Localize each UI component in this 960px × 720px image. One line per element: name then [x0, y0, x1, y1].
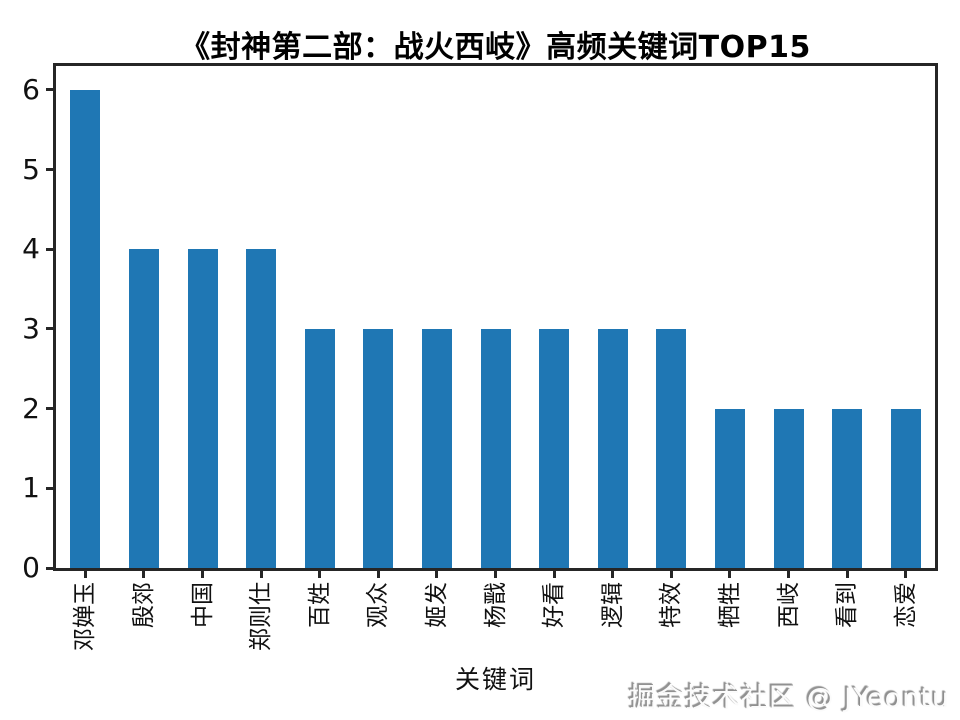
watermark: 掘金技术社区 @ JYeontu [629, 683, 950, 714]
x-tick [494, 568, 497, 578]
bar-百姓 [304, 328, 335, 568]
x-tick-label: 郑则仕 [248, 582, 275, 651]
x-tick-label: 看到 [834, 582, 861, 628]
bar-姬发 [421, 328, 452, 568]
y-tick-label: 0 [22, 551, 40, 584]
x-tick [904, 568, 908, 578]
x-tick [318, 568, 322, 578]
x-tick [435, 568, 439, 578]
x-tick [376, 568, 380, 578]
y-tick [46, 486, 56, 490]
bar-看到 [832, 408, 863, 568]
y-tick-label: 3 [22, 311, 40, 345]
x-tick-label: 杨戬 [482, 582, 509, 628]
bar-杨戬 [480, 328, 511, 568]
x-tick [845, 568, 849, 578]
x-tick [669, 568, 673, 578]
x-tick-label: 恋爱 [892, 582, 919, 628]
x-tick-label: 殷郊 [130, 582, 157, 628]
bar-特效 [656, 328, 687, 568]
y-tick [46, 88, 56, 92]
bar-邓婵玉 [70, 89, 101, 568]
y-tick-label: 5 [22, 152, 40, 186]
bar-观众 [363, 328, 394, 568]
x-tick-label: 百姓 [306, 582, 333, 628]
y-tick-label: 6 [22, 72, 40, 106]
bar-逻辑 [597, 328, 628, 568]
y-tick [46, 327, 56, 331]
y-tick [46, 566, 56, 570]
y-tick-label: 2 [22, 391, 40, 425]
x-tick-label: 逻辑 [599, 582, 626, 628]
x-tick-label: 邓婵玉 [72, 582, 99, 651]
bar-中国 [187, 249, 218, 568]
x-tick-label: 特效 [658, 582, 685, 628]
x-axis-title: 关键词 [454, 665, 536, 694]
x-tick [552, 568, 556, 578]
bar-牺牲 [714, 408, 745, 568]
x-tick-label: 西岐 [775, 582, 802, 628]
y-tick [46, 247, 56, 251]
y-tick [46, 168, 56, 172]
y-tick-label: 4 [22, 232, 40, 266]
bar-郑则仕 [246, 249, 277, 568]
y-tick [46, 407, 56, 411]
bar-西岐 [773, 408, 804, 568]
x-tick [201, 568, 204, 578]
x-tick-label: 中国 [189, 582, 216, 628]
x-tick [259, 568, 263, 578]
x-tick-label: 姬发 [423, 582, 450, 628]
x-tick-label: 好看 [541, 582, 568, 628]
bar-殷郊 [128, 249, 159, 568]
x-tick [787, 568, 790, 578]
x-tick [83, 568, 87, 578]
x-tick [728, 568, 732, 578]
bar-好看 [539, 328, 570, 568]
x-tick-label: 牺牲 [716, 582, 743, 628]
chart-title: 《封神第二部：战火西岐》高频关键词TOP15 [180, 30, 811, 65]
bar-恋爱 [890, 408, 921, 568]
x-tick-label: 观众 [365, 582, 392, 628]
x-tick [611, 568, 615, 578]
y-tick-label: 1 [22, 471, 40, 505]
x-tick [142, 568, 146, 578]
